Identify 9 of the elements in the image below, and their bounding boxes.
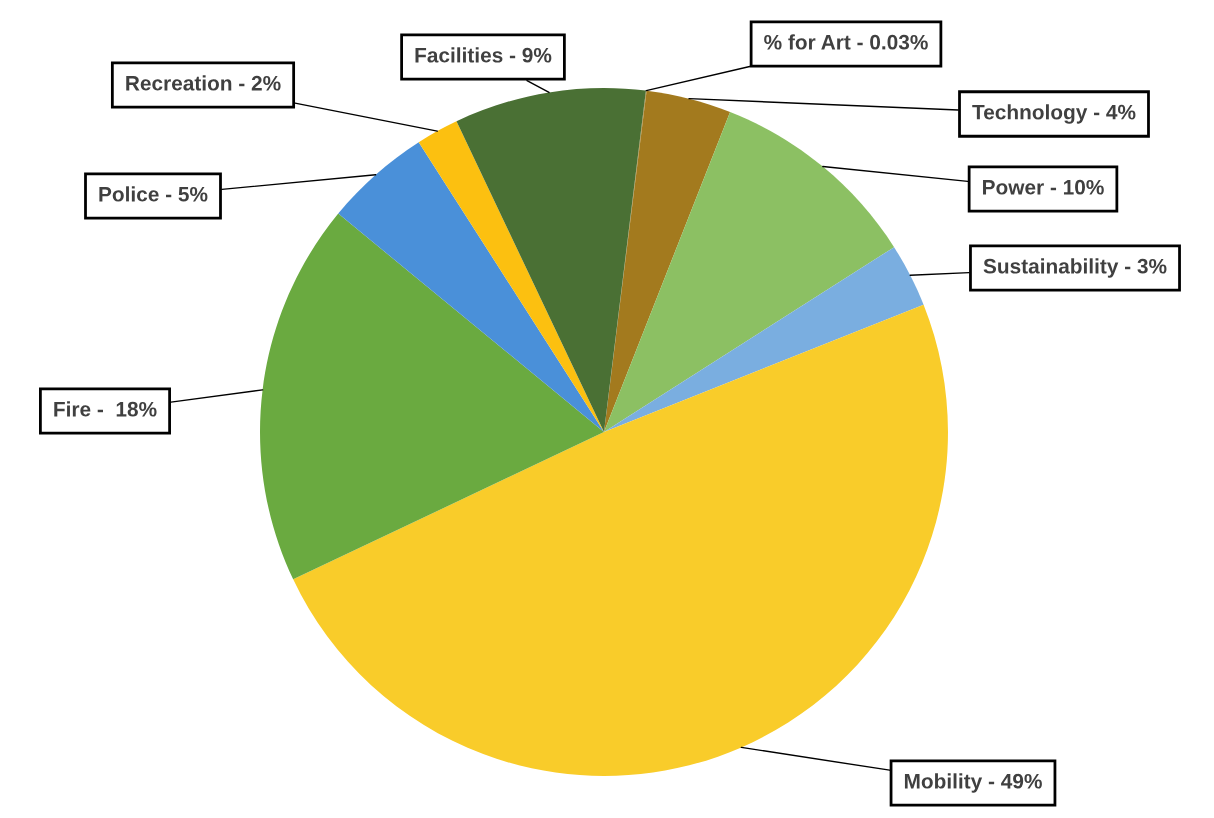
slice-label: Mobility - 49% <box>904 773 1042 793</box>
slice-label: Sustainability - 3% <box>983 258 1167 278</box>
slice-label: Fire - 18% <box>54 401 157 417</box>
slice-label: Recreation - 2% <box>126 75 281 91</box>
slice-label: Facilities - 9% <box>415 47 552 63</box>
slice-label: Power - 10% <box>983 179 1104 195</box>
slice-label: Technology - 4% <box>972 104 1136 124</box>
slice-label: Police - 5% <box>99 186 208 202</box>
slice-label: % for Art - 0.03% <box>764 34 928 50</box>
